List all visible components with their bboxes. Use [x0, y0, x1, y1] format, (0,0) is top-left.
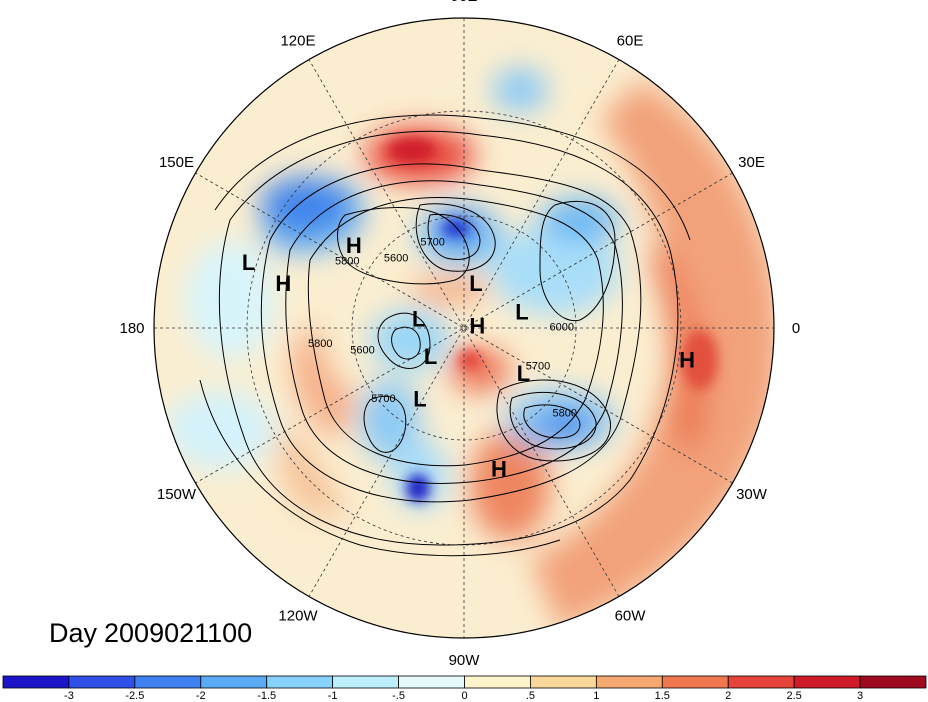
low-pressure-marker: L — [517, 361, 530, 386]
contour-label: 5800 — [335, 256, 359, 268]
contour-label: 5700 — [371, 393, 395, 405]
high-pressure-marker: H — [491, 456, 507, 481]
high-pressure-marker: H — [346, 233, 362, 258]
longitude-labels: 90E 60E 30E 0 30W 60W 90W 120W 150W 180 150E 120E — [119, 0, 800, 669]
longitude-label: 150E — [159, 154, 194, 171]
colorbar-tick-label: -1 — [328, 690, 338, 702]
longitude-label: 60E — [617, 32, 644, 49]
colorbar-tick-label: 2 — [725, 690, 731, 702]
colorbar-swatch — [595, 675, 663, 689]
low-pressure-marker: L — [424, 344, 437, 369]
colorbar-swatch — [398, 675, 465, 689]
colorbar-swatch — [266, 675, 334, 689]
low-pressure-marker: L — [515, 299, 528, 324]
high-pressure-marker: H — [275, 271, 291, 296]
colorbar-swatch — [68, 675, 136, 689]
temperature-anomaly-shading — [154, 18, 774, 638]
longitude-label: 30E — [738, 154, 765, 171]
colorbar: -3 -2.5 -2 -1.5 -1 -.5 0 .5 1 1.5 2 2.5 3 — [2, 675, 927, 702]
high-pressure-marker: H — [679, 347, 695, 372]
longitude-label: 180 — [119, 320, 144, 337]
colorbar-tick-label: -3 — [64, 690, 74, 702]
low-pressure-marker: L — [412, 306, 425, 331]
map-boundary — [153, 17, 775, 639]
low-pressure-marker: L — [413, 386, 426, 411]
title-date: 2009021100 — [104, 618, 253, 648]
colorbar-swatch — [727, 675, 795, 689]
low-pressure-marker: L — [242, 250, 255, 275]
colorbar-tick-label: -1.5 — [257, 690, 276, 702]
contour-label: 5700 — [526, 361, 550, 373]
contour-label: 5800 — [308, 338, 332, 350]
contour-label: 5700 — [420, 237, 444, 249]
longitude-label: 150W — [157, 486, 197, 503]
colorbar-tick-label: -2 — [196, 690, 206, 702]
colorbar-swatch — [859, 675, 927, 689]
colorbar-swatch — [530, 675, 597, 689]
colorbar-swatch — [793, 675, 861, 689]
longitude-label: 120W — [278, 608, 318, 625]
contour-label: 5600 — [384, 253, 408, 265]
longitude-label: 60W — [615, 608, 647, 625]
longitude-label: 90W — [449, 652, 481, 669]
high-pressure-marker: H — [469, 314, 485, 339]
colorbar-swatch — [332, 675, 399, 689]
colorbar-swatch — [200, 675, 268, 689]
contour-label: 5600 — [350, 345, 374, 357]
contour-label: 5800 — [553, 408, 577, 420]
colorbar-swatch — [2, 675, 70, 689]
title-prefix: Day — [49, 618, 98, 648]
contour-label: 6000 — [549, 321, 573, 333]
colorbar-tick-label: 3 — [857, 690, 863, 702]
graticule — [154, 18, 774, 638]
colorbar-tick-label: 0 — [461, 690, 467, 702]
longitude-label: 120E — [280, 32, 315, 49]
colorbar-tick-label: .5 — [526, 690, 535, 702]
colorbar-tick-label: 1.5 — [655, 690, 670, 702]
contour-value-labels: 5700 5600 5800 5800 5600 5700 5700 5800 6000 — [308, 237, 577, 420]
longitude-label: 90E — [451, 0, 478, 5]
colorbar-tick-label: 1 — [593, 690, 599, 702]
longitude-label: 0 — [792, 320, 800, 337]
colorbar-tick-label: 2.5 — [786, 690, 801, 702]
colorbar-swatch — [134, 675, 202, 689]
colorbar-tick-label: -.5 — [392, 690, 405, 702]
map-date-title: Day 2009021100 — [49, 618, 259, 649]
longitude-label: 30W — [736, 486, 768, 503]
low-pressure-marker: L — [469, 271, 482, 296]
colorbar-swatch — [464, 675, 531, 689]
colorbar-tick-label: -2.5 — [125, 690, 144, 702]
colorbar-swatch — [661, 675, 729, 689]
